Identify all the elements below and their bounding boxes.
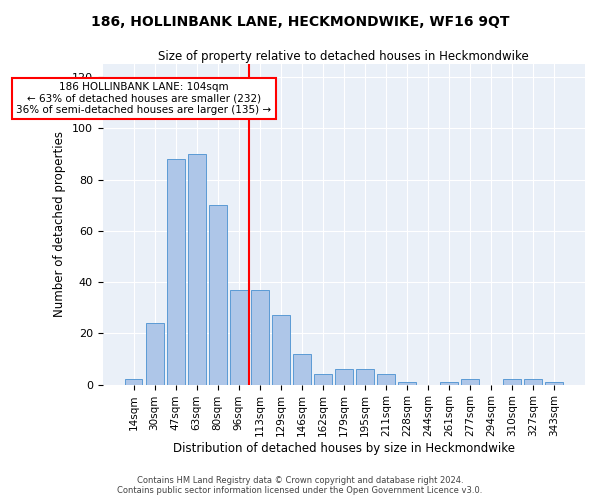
- Bar: [524, 380, 542, 384]
- Bar: [125, 380, 142, 384]
- Bar: [440, 382, 458, 384]
- Text: Contains HM Land Registry data © Crown copyright and database right 2024.
Contai: Contains HM Land Registry data © Crown c…: [118, 476, 482, 495]
- Bar: [503, 380, 521, 384]
- Bar: [188, 154, 206, 384]
- Bar: [335, 369, 353, 384]
- Text: 186 HOLLINBANK LANE: 104sqm
← 63% of detached houses are smaller (232)
36% of se: 186 HOLLINBANK LANE: 104sqm ← 63% of det…: [16, 82, 272, 116]
- Bar: [461, 380, 479, 384]
- Y-axis label: Number of detached properties: Number of detached properties: [53, 132, 66, 318]
- Bar: [293, 354, 311, 384]
- Bar: [230, 290, 248, 384]
- Bar: [167, 159, 185, 384]
- Bar: [272, 316, 290, 384]
- X-axis label: Distribution of detached houses by size in Heckmondwike: Distribution of detached houses by size …: [173, 442, 515, 455]
- Bar: [377, 374, 395, 384]
- Bar: [314, 374, 332, 384]
- Bar: [398, 382, 416, 384]
- Text: 186, HOLLINBANK LANE, HECKMONDWIKE, WF16 9QT: 186, HOLLINBANK LANE, HECKMONDWIKE, WF16…: [91, 15, 509, 29]
- Bar: [545, 382, 563, 384]
- Bar: [356, 369, 374, 384]
- Bar: [251, 290, 269, 384]
- Bar: [209, 205, 227, 384]
- Bar: [146, 323, 164, 384]
- Title: Size of property relative to detached houses in Heckmondwike: Size of property relative to detached ho…: [158, 50, 529, 63]
